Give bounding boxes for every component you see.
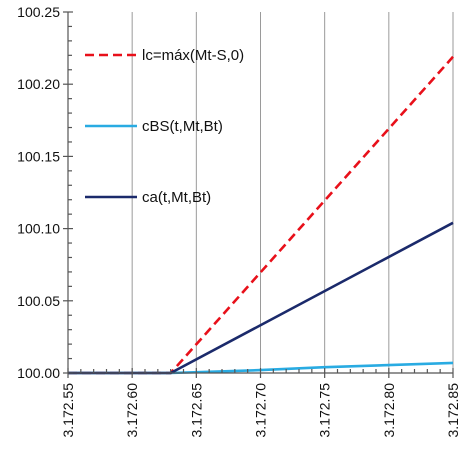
- x-tick-label: 3.172.70: [253, 383, 269, 438]
- x-tick-label: 3.172.75: [317, 383, 333, 438]
- tick-labels: 100.00 100.05 100.10 100.15 100.20 100.25 3.17…: [17, 4, 461, 438]
- legend: lc=máx(Mt-S,0) cBS(t,Mt,Bt) ca(t,Mt,Bt): [85, 47, 244, 206]
- x-tick-label: 3.172.55: [60, 383, 76, 438]
- y-tick-label: 100.05: [17, 293, 60, 309]
- x-tick-label: 3.172.85: [445, 383, 461, 438]
- grid: [131, 12, 454, 373]
- x-tick-label: 3.172.60: [124, 383, 140, 438]
- y-tick-label: 100.15: [17, 148, 60, 164]
- legend-label: cBS(t,Mt,Bt): [142, 118, 223, 135]
- ticks: [63, 11, 454, 378]
- x-tick-label: 3.172.80: [381, 383, 397, 438]
- y-tick-label: 100.20: [17, 76, 60, 92]
- y-tick-label: 100.10: [17, 221, 60, 237]
- y-tick-label: 100.25: [17, 4, 60, 20]
- legend-label: ca(t,Mt,Bt): [142, 189, 211, 206]
- y-tick-label: 100.00: [17, 365, 60, 381]
- legend-label: lc=máx(Mt-S,0): [142, 47, 244, 64]
- x-tick-label: 3.172.65: [188, 383, 204, 438]
